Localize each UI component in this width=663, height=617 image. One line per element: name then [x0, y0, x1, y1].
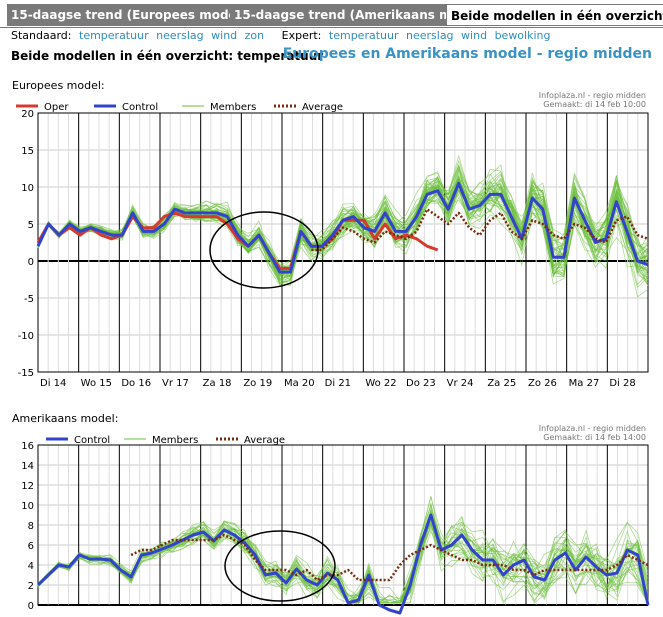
series-line-control	[36, 181, 649, 274]
legend-label-average: Average	[244, 435, 285, 446]
menu-row: Standaard: temperatuur neerslag wind zon…	[11, 29, 554, 43]
x-tick-label: Vr 24	[447, 378, 474, 389]
x-tick-label: Wo 22	[365, 378, 396, 389]
y-tick-label: -15	[18, 368, 34, 379]
y-tick-label: 0	[28, 601, 34, 612]
series-line-oper	[36, 211, 439, 270]
plot-frame	[37, 444, 649, 606]
annotation-ellipse	[209, 211, 319, 289]
tab-underline	[0, 27, 663, 28]
made-text: Gemaakt: di 14 feb 14:00	[543, 433, 646, 442]
x-tick-label: Zo 19	[243, 378, 272, 389]
y-tick-label: 8	[28, 521, 34, 532]
region-title: Europees en Amerikaans model - regio mid…	[282, 46, 652, 62]
chart-european-model: Europees model: Infoplaza.nl - regio midd…	[12, 79, 649, 389]
expert-label: Expert:	[281, 29, 322, 42]
chart-title: Europees model:	[12, 79, 105, 92]
link-standard-temperatuur[interactable]: temperatuur	[79, 29, 149, 42]
y-tick-label: 14	[21, 461, 34, 472]
y-tick-label: 10	[21, 183, 34, 194]
x-tick-label: Ma 20	[284, 378, 315, 389]
series-line-average	[311, 207, 649, 252]
y-tick-label: 0	[28, 257, 34, 268]
x-tick-label: Do 23	[406, 378, 436, 389]
legend-label-control: Control	[122, 102, 158, 113]
x-tick-label: Do 16	[121, 378, 151, 389]
series-line-control	[36, 513, 650, 615]
y-tick-label: 5	[28, 220, 34, 231]
series-line-average	[130, 533, 649, 582]
y-tick-label: 6	[28, 541, 34, 552]
x-tick-label: Di 28	[609, 378, 635, 389]
annotation-ellipse	[224, 530, 336, 602]
link-standard-neerslag[interactable]: neerslag	[156, 29, 204, 42]
y-tick-label: 20	[21, 109, 34, 120]
x-tick-label: Za 18	[203, 378, 232, 389]
page-title: Beide modellen in één overzicht: tempera…	[11, 49, 324, 63]
x-tick-label: Za 25	[487, 378, 516, 389]
link-standard-zon[interactable]: zon	[244, 29, 265, 42]
tab-european-model[interactable]: 15-daagse trend (Europees model)	[7, 4, 251, 26]
legend-label-oper: Oper	[44, 102, 69, 113]
legend-label-members: Members	[210, 102, 256, 113]
x-tick-label: Vr 17	[162, 378, 189, 389]
legend-label-members: Members	[152, 435, 198, 446]
y-tick-label: 4	[28, 561, 34, 572]
chart-title: Amerikaans model:	[12, 412, 118, 425]
tab-american-model[interactable]: 15-daagse trend (Amerikaans model)	[230, 4, 491, 26]
x-tick-label: Wo 15	[81, 378, 112, 389]
link-expert-bewolking[interactable]: bewolking	[494, 29, 551, 42]
y-tick-label: 12	[21, 481, 34, 492]
link-expert-temperatuur[interactable]: temperatuur	[328, 29, 399, 42]
link-standard-wind[interactable]: wind	[211, 29, 238, 42]
link-expert-neerslag[interactable]: neerslag	[406, 29, 454, 42]
y-tick-label: -5	[24, 294, 34, 305]
y-tick-label: 10	[21, 501, 34, 512]
y-tick-label: 15	[21, 146, 34, 157]
standard-label: Standaard:	[11, 29, 72, 42]
legend-label-average: Average	[302, 102, 343, 113]
legend-label-control: Control	[74, 435, 110, 446]
made-text: Gemaakt: di 14 feb 10:00	[543, 100, 646, 109]
y-tick-label: 2	[28, 581, 34, 592]
credit-text: Infoplaza.nl - regio midden	[539, 424, 646, 433]
credit-text: Infoplaza.nl - regio midden	[539, 91, 646, 100]
y-tick-label: -10	[18, 331, 34, 342]
chart-american-model: Amerikaans model: Infoplaza.nl - regio mi…	[12, 412, 650, 615]
x-tick-label: Di 14	[40, 378, 66, 389]
tab-both-models[interactable]: Beide modellen in één overzicht	[446, 4, 663, 26]
x-tick-label: Zo 26	[528, 378, 557, 389]
y-tick-label: 16	[21, 441, 34, 452]
link-expert-wind[interactable]: wind	[461, 29, 488, 42]
x-tick-label: Ma 27	[569, 378, 600, 389]
x-tick-label: Di 21	[325, 378, 351, 389]
